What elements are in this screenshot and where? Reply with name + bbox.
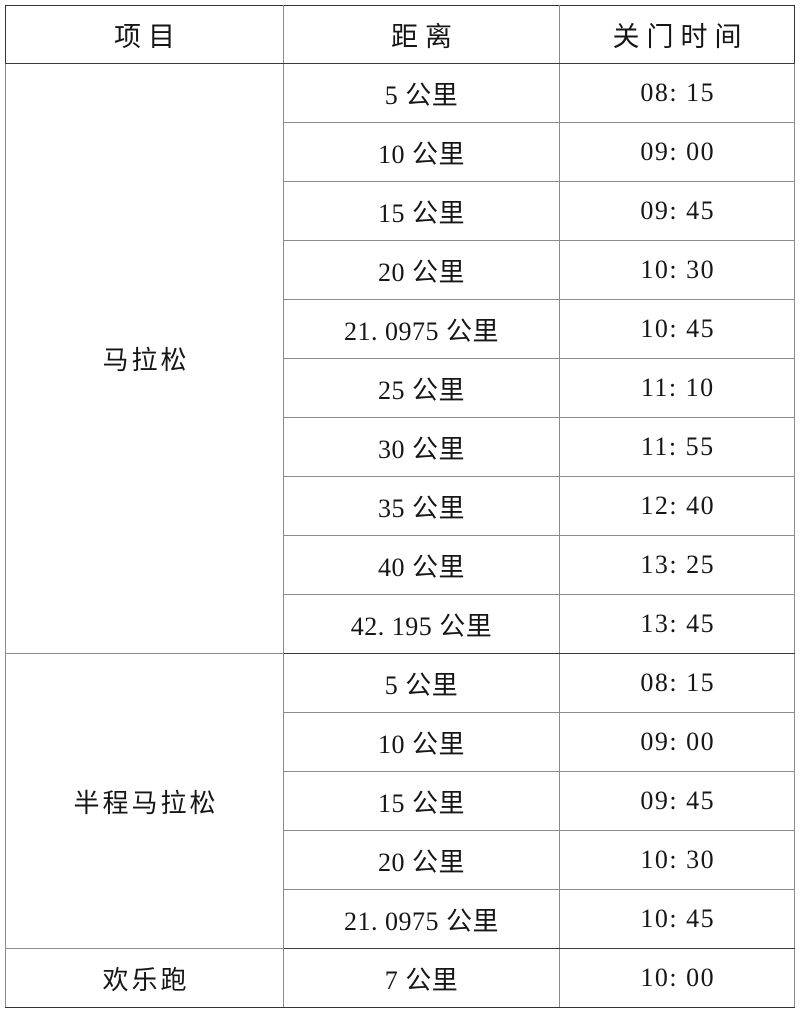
table-row: 10 公里 09: 00 (6, 712, 795, 772)
column-header-distance: 距离 (283, 5, 560, 64)
cell-distance: 10 公里 (283, 122, 560, 182)
column-header-cutoff: 关门时间 (559, 5, 795, 64)
cell-cutoff-time: 09: 45 (559, 181, 795, 241)
table-row: 21. 0975 公里 10: 45 (6, 889, 795, 949)
cell-distance: 21. 0975 公里 (283, 889, 560, 949)
cell-cutoff-time: 10: 00 (559, 948, 795, 1008)
cell-distance: 10 公里 (283, 712, 560, 772)
cell-cutoff-time: 13: 45 (559, 594, 795, 654)
table-row: 10 公里 09: 00 (6, 122, 795, 182)
table-header: 项目 距离 关门时间 (5, 5, 795, 64)
cell-cutoff-time: 11: 10 (559, 358, 795, 418)
cell-cutoff-time: 09: 00 (559, 122, 795, 182)
cell-distance: 5 公里 (283, 63, 560, 123)
table-row: 15 公里 09: 45 (6, 771, 795, 831)
table-row: 20 公里 10: 30 (6, 830, 795, 890)
cell-distance: 5 公里 (283, 653, 560, 713)
cell-distance: 30 公里 (283, 417, 560, 477)
cell-cutoff-time: 08: 15 (559, 63, 795, 123)
cell-cutoff-time: 11: 55 (559, 417, 795, 477)
table-body: 马拉松 5 公里 08: 15 10 公里 09: 00 15 公里 09: 45 20 公里… (5, 63, 795, 1008)
cell-cutoff-time: 10: 45 (559, 299, 795, 359)
cell-cutoff-time: 10: 45 (559, 889, 795, 949)
cell-distance: 15 公里 (283, 771, 560, 831)
cell-distance: 25 公里 (283, 358, 560, 418)
cell-distance: 7 公里 (283, 948, 560, 1008)
cell-event-name: 欢乐跑 (5, 948, 284, 1008)
table-row: 马拉松 5 公里 08: 15 (5, 63, 795, 654)
cutoff-time-table: 项目 距离 关门时间 马拉松 5 公里 08: 15 10 公里 09: 00 15 公里… (5, 5, 795, 1008)
cell-distance: 15 公里 (283, 181, 560, 241)
table-row: 半程马拉松 5 公里 08: 15 (5, 653, 795, 949)
cell-cutoff-time: 08: 15 (559, 653, 795, 713)
table-row: 35 公里 12: 40 (6, 476, 795, 536)
cell-distance: 42. 195 公里 (283, 594, 560, 654)
cell-distance: 20 公里 (283, 240, 560, 300)
cell-distance: 35 公里 (283, 476, 560, 536)
cell-cutoff-time: 09: 45 (559, 771, 795, 831)
cell-event-name: 半程马拉松 (5, 653, 284, 949)
table-row: 20 公里 10: 30 (6, 240, 795, 300)
cell-cutoff-time: 12: 40 (559, 476, 795, 536)
table-row: 30 公里 11: 55 (6, 417, 795, 477)
cell-cutoff-time: 13: 25 (559, 535, 795, 595)
column-header-event: 项目 (5, 5, 284, 64)
table-row: 25 公里 11: 10 (6, 358, 795, 418)
cell-distance: 21. 0975 公里 (283, 299, 560, 359)
cell-distance: 40 公里 (283, 535, 560, 595)
table-header-row: 项目 距离 关门时间 (5, 5, 795, 64)
cell-cutoff-time: 09: 00 (559, 712, 795, 772)
cell-event-name: 马拉松 (5, 63, 284, 654)
table-row: 欢乐跑 7 公里 10: 00 (5, 948, 795, 1008)
cell-cutoff-time: 10: 30 (559, 240, 795, 300)
cell-distance: 20 公里 (283, 830, 560, 890)
table-row: 21. 0975 公里 10: 45 (6, 299, 795, 359)
cell-cutoff-time: 10: 30 (559, 830, 795, 890)
